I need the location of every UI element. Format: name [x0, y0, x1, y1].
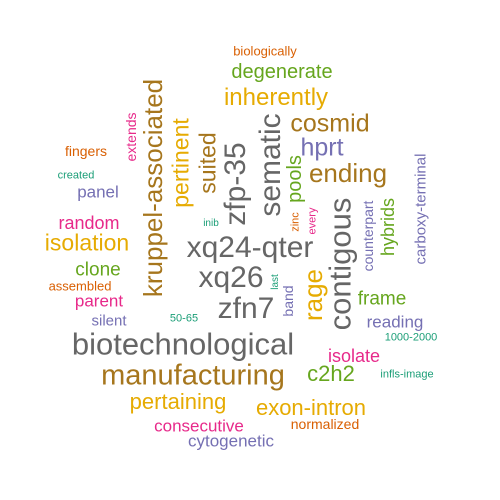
- word-counterpart: counterpart: [360, 200, 376, 272]
- word-normalized: normalized: [290, 416, 360, 432]
- word-zfp-35: zfp-35: [219, 142, 252, 226]
- word-xq24-qter: xq24-qter: [186, 231, 314, 264]
- word-fingers: fingers: [64, 143, 108, 159]
- word-pools: pools: [284, 155, 306, 203]
- word-infls-image: infls-image: [380, 368, 434, 381]
- word-ending: ending: [308, 158, 388, 188]
- word-manufacturing: manufacturing: [101, 359, 285, 392]
- word-pertaining: pertaining: [129, 389, 227, 414]
- word-cosmid: cosmid: [290, 109, 370, 138]
- word-hprt: hprt: [300, 133, 344, 162]
- word-reading: reading: [366, 312, 424, 332]
- word-panel: panel: [77, 182, 119, 202]
- word-xq26: xq26: [198, 261, 264, 294]
- word-carboxy-terminal: carboxy-terminal: [412, 153, 430, 265]
- word-1000-2000: 1000-2000: [384, 331, 438, 344]
- word-pertinent: pertinent: [167, 118, 194, 208]
- word-random: random: [58, 213, 120, 233]
- word-cytogenetic: cytogenetic: [188, 431, 274, 451]
- word-inherently: inherently: [223, 84, 329, 111]
- word-extends: extends: [123, 112, 139, 162]
- word-assembled: assembled: [48, 278, 112, 294]
- word-zinc: zinc: [289, 212, 302, 232]
- word-biotechnological: biotechnological: [71, 326, 295, 362]
- word-50-65: 50-65: [169, 312, 199, 325]
- word-consecutive: consecutive: [154, 416, 244, 436]
- word-inib: inib: [203, 218, 219, 229]
- word-frame: frame: [357, 288, 407, 310]
- word-sematic: sematic: [254, 113, 287, 217]
- word-isolate: isolate: [327, 346, 381, 366]
- word-kruppel-associated: kruppel-associated: [138, 78, 168, 298]
- word-isolation: isolation: [44, 229, 130, 256]
- word-clone: clone: [75, 259, 121, 281]
- word-degenerate: degenerate: [231, 61, 333, 83]
- word-exon-intron: exon-intron: [255, 395, 367, 420]
- word-silent: silent: [91, 312, 127, 330]
- word-band: band: [280, 285, 296, 317]
- word-biologically: biologically: [233, 43, 297, 59]
- word-contigous: contigous: [322, 197, 358, 331]
- word-hybrids: hybrids: [378, 197, 398, 257]
- word-zfn7: zfn7: [217, 292, 275, 325]
- word-created: created: [57, 169, 95, 182]
- word-parent: parent: [74, 291, 124, 311]
- word-c2h2: c2h2: [307, 361, 355, 386]
- word-suited: suited: [194, 132, 221, 194]
- word-every: every: [306, 207, 319, 235]
